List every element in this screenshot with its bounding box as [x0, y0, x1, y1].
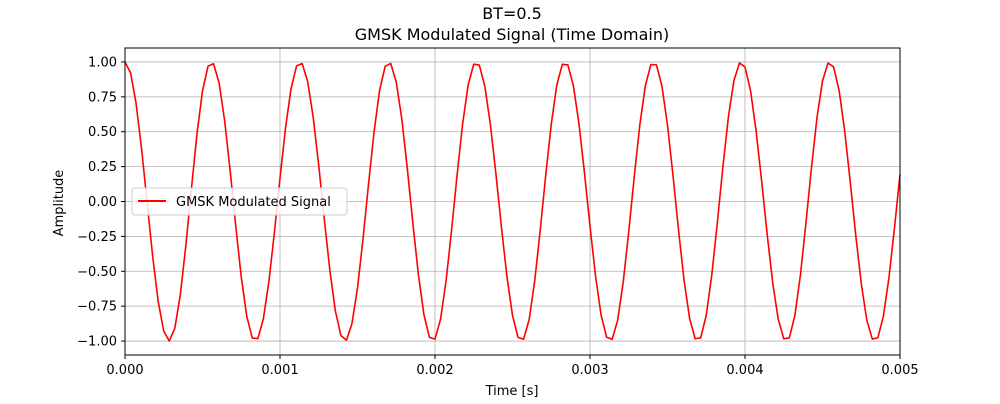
y-tick-label: −0.50	[77, 265, 117, 280]
x-tick-label: 0.004	[726, 363, 763, 378]
legend-box	[131, 187, 348, 216]
x-tick-label: 0.001	[261, 363, 298, 378]
x-axis-label: Time [s]	[485, 384, 539, 399]
y-tick-label: 0.25	[88, 160, 117, 175]
chart-title-line1: BT=0.5	[482, 4, 542, 23]
legend: GMSK Modulated Signal	[131, 187, 348, 216]
y-tick-label: −0.25	[77, 230, 117, 245]
y-tick-label: 0.50	[88, 125, 117, 140]
series-layer	[124, 61, 901, 342]
y-tick-label: 1.00	[88, 55, 117, 70]
x-tick-label: 0.003	[571, 363, 608, 378]
y-axis-ticks: −1.00 −0.75 −0.50 −0.25 0.00 0.25 0.50 0.75 1.00	[77, 55, 125, 350]
legend-label: GMSK Modulated Signal	[176, 195, 331, 210]
y-axis-label: Amplitude	[52, 170, 67, 237]
chart-title-line2: GMSK Modulated Signal (Time Domain)	[355, 25, 669, 44]
x-tick-label: 0.002	[416, 363, 453, 378]
series-line-gmsk	[124, 61, 901, 342]
x-axis-ticks: 0.000 0.001 0.002 0.003 0.004 0.005	[106, 355, 919, 378]
x-tick-label: 0.005	[881, 363, 918, 378]
y-tick-label: 0.75	[88, 90, 117, 105]
y-tick-label: 0.00	[88, 195, 117, 210]
y-tick-label: −1.00	[77, 335, 117, 350]
x-tick-label: 0.000	[106, 363, 143, 378]
y-tick-label: −0.75	[77, 300, 117, 315]
